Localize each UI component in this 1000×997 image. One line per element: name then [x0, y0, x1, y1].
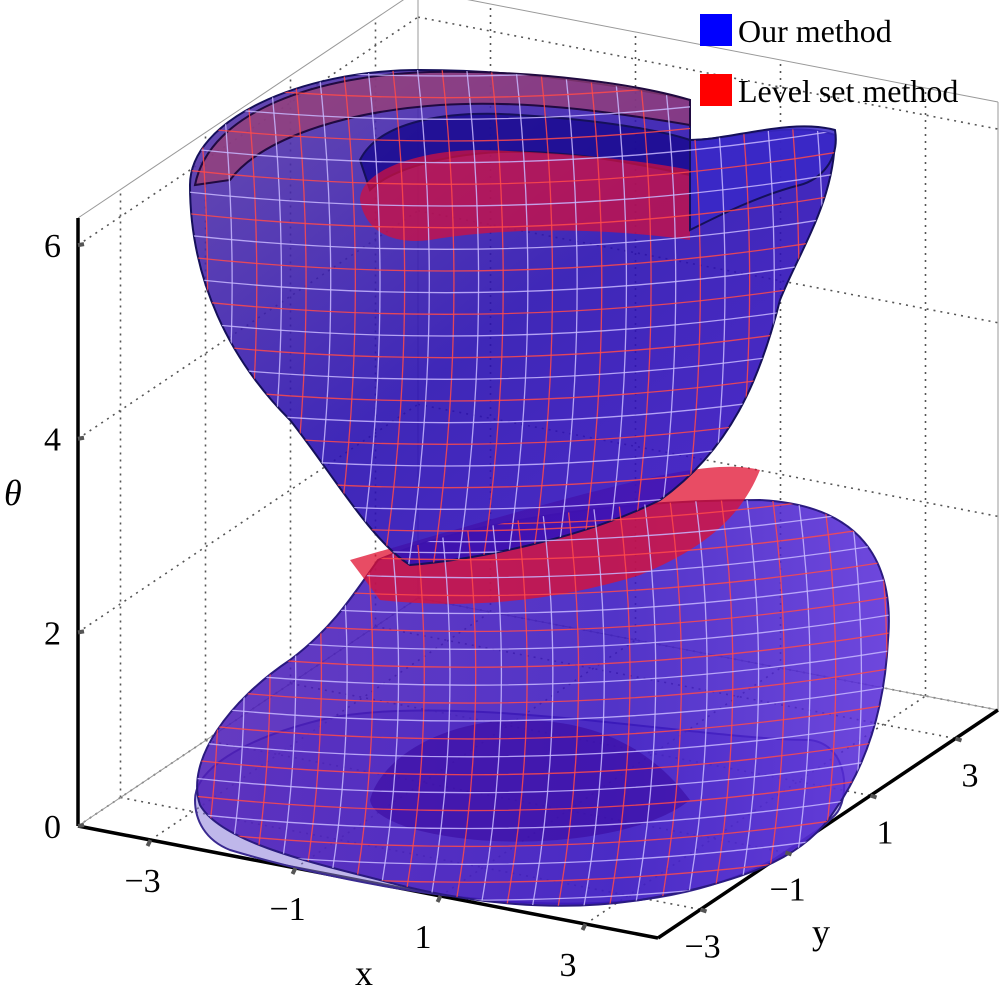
mesh-line [578, 70, 603, 565]
legend-label-level-set: Level set method [738, 73, 958, 109]
y-axis-label: y [812, 912, 830, 952]
mesh-line [197, 738, 889, 776]
mesh-line [627, 70, 652, 565]
mesh-line [190, 169, 835, 207]
mesh-line [197, 809, 889, 848]
y-tick-label: 1 [877, 815, 894, 852]
mesh-line [455, 70, 480, 565]
mesh-line [160, 60, 183, 580]
mesh-line [190, 277, 835, 315]
z-tick-label: 4 [44, 422, 61, 459]
y-tick-mark [954, 736, 963, 743]
mesh-line [657, 500, 683, 906]
mesh-line [190, 212, 835, 250]
mesh-line [503, 500, 528, 906]
mesh-line [190, 234, 835, 272]
mesh-line [197, 666, 889, 704]
mesh-line [890, 490, 913, 920]
y-tick-mark [784, 850, 793, 857]
z-axis-label: θ [4, 473, 22, 513]
x-axis-label: x [355, 953, 373, 993]
mesh-line [683, 500, 708, 906]
y-tick-label: 3 [962, 758, 979, 795]
x-tick-label: 3 [560, 947, 577, 984]
y-tick-label: −3 [685, 929, 721, 966]
legend-label-our-method: Our method [738, 13, 892, 49]
mesh-line [632, 500, 657, 906]
mesh-line [197, 684, 889, 722]
mesh-line [197, 756, 889, 794]
legend-swatch-our-method [700, 14, 732, 46]
mesh-line [190, 70, 209, 565]
mesh-line [850, 60, 873, 580]
mesh-line [190, 256, 835, 294]
mesh-line [197, 702, 889, 740]
mesh-line [477, 500, 503, 906]
reachable-set-surface [160, 60, 913, 920]
z-tick-mark [77, 823, 85, 828]
mesh-line [190, 126, 835, 164]
mesh-line [452, 500, 477, 906]
y-tick-label: −1 [770, 872, 806, 909]
grid-line [77, 403, 419, 634]
mesh-line [553, 70, 578, 565]
mesh-line [529, 70, 554, 565]
mesh-line [197, 500, 220, 906]
grid-line [417, 16, 999, 130]
mesh-line [405, 70, 430, 565]
mesh-line [426, 500, 451, 906]
mesh-line [430, 70, 455, 565]
mesh-line [197, 648, 889, 686]
z-tick-mark [77, 242, 85, 248]
mesh-line [606, 500, 631, 906]
mesh-line [529, 500, 554, 906]
legend: Our method Level set method [700, 13, 958, 109]
y-tick-mark [869, 793, 878, 800]
y-axis-line [657, 708, 999, 940]
mesh-line [170, 490, 193, 920]
mesh-line [190, 70, 835, 77]
x-tick-label: −1 [270, 891, 306, 928]
surface-inner-lobe [370, 720, 690, 842]
surface-tail [689, 125, 837, 232]
z-tick-mark [77, 435, 85, 441]
surface-inner-wall [360, 150, 690, 241]
mesh-line [760, 500, 785, 906]
tick-labels: 0 2 4 6 −3 −1 1 3 −3 −1 1 3 [44, 228, 979, 984]
x-tick-label: −3 [125, 863, 161, 900]
z-tick-mark [77, 629, 85, 635]
mesh-line [602, 70, 628, 565]
x-tick-mark [290, 867, 298, 875]
x-tick-mark [145, 839, 153, 847]
z-tick-label: 6 [44, 228, 61, 265]
x-tick-mark [580, 923, 588, 931]
y-tick-mark [699, 907, 708, 914]
mesh-line [190, 321, 835, 359]
x-tick-label: 1 [415, 919, 432, 956]
mesh-line [709, 500, 734, 906]
mesh-line [190, 299, 835, 337]
legend-swatch-level-set [700, 74, 732, 106]
z-tick-label: 0 [44, 809, 61, 846]
mesh-line [197, 720, 889, 758]
mesh-line [400, 500, 425, 906]
mesh-line [190, 342, 835, 380]
mesh-line [190, 147, 835, 185]
mesh-line [197, 791, 889, 830]
z-tick-label: 2 [44, 615, 61, 652]
mesh-line [197, 773, 889, 812]
mesh-line [190, 191, 835, 229]
box-edge [77, 0, 404, 219]
x-tick-mark [435, 895, 443, 903]
